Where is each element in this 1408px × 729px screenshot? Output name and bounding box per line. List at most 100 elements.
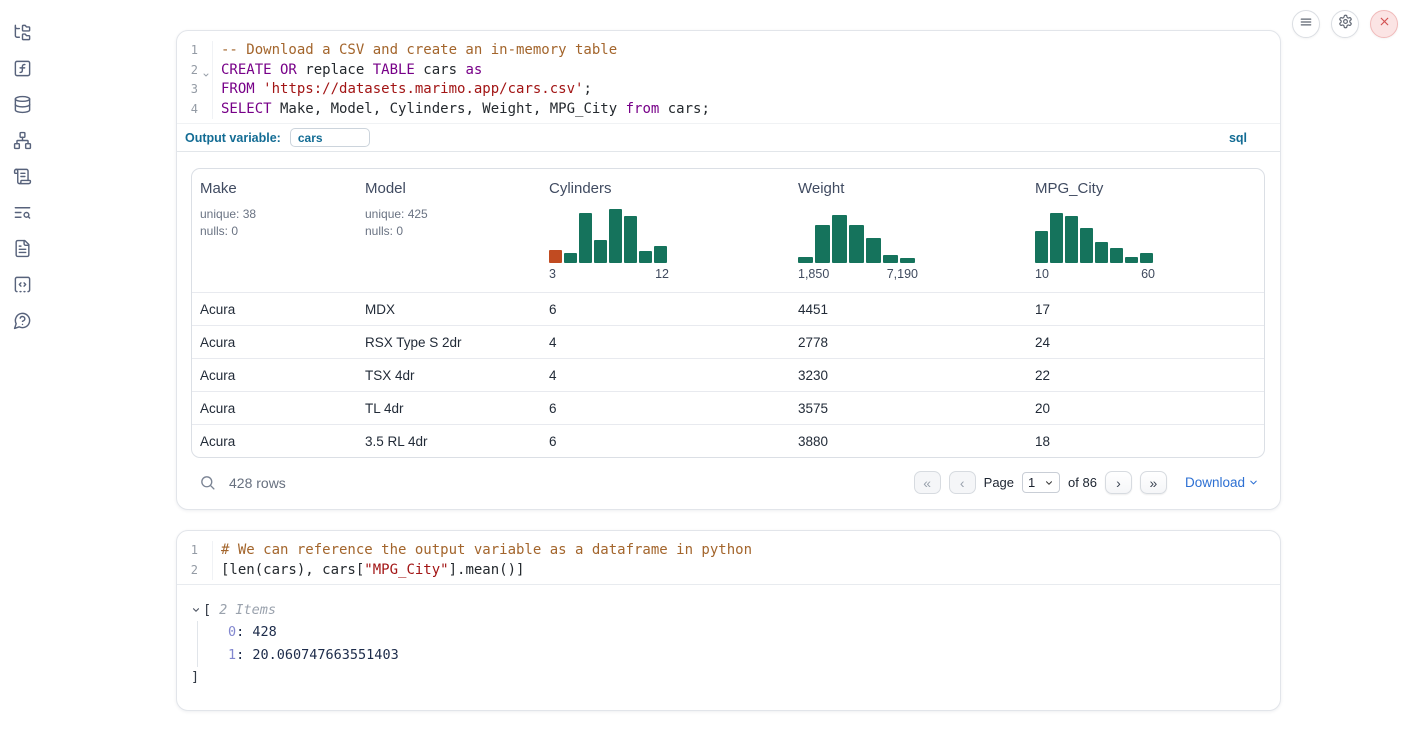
histogram-bar	[1035, 231, 1048, 264]
hamburger-icon	[1299, 15, 1313, 34]
tree-entry: 0: 428	[228, 621, 1280, 644]
output-variable-input[interactable]	[289, 128, 370, 148]
table-row: Acura MDX 6 4451 17	[192, 292, 1264, 325]
histogram-bar	[1050, 213, 1063, 264]
column-name: MPG_City	[1035, 180, 1104, 198]
table-cell: TSX 4dr	[365, 367, 415, 383]
table-cell: 4451	[798, 301, 829, 317]
axis-min-label: 3	[549, 267, 556, 282]
table-cell: 3880	[798, 433, 829, 449]
output-variable-label: Output variable:	[185, 130, 281, 145]
histogram-axis-labels: 3 12	[549, 267, 669, 281]
shutdown-button[interactable]	[1370, 10, 1398, 38]
code-text: # We can reference the output variable a…	[213, 541, 752, 561]
code-token: TABLE	[372, 61, 415, 78]
sql-code-editor[interactable]: 1 -- Download a CSV and create an in-memo…	[177, 31, 1280, 123]
histogram-bar	[832, 215, 847, 264]
histogram-bar	[1140, 253, 1153, 264]
prev-page-button[interactable]: ‹	[948, 471, 976, 495]
column-header[interactable]: MPG_City 10 60	[1027, 169, 1264, 292]
table-row: Acura RSX Type S 2dr 4 2778 24	[192, 325, 1264, 358]
sql-output-section: Make unique: 38 nulls: 0 Model unique: 425 nu…	[177, 152, 1280, 507]
last-page-button[interactable]: »	[1139, 471, 1167, 495]
column-stat-line: nulls: 0	[200, 223, 239, 238]
code-token: ;	[583, 81, 592, 98]
help-icon[interactable]	[12, 310, 32, 330]
code-line[interactable]: 4 SELECT Make, Model, Cylinders, Weight, …	[177, 99, 1280, 120]
tree-entry-value: : 428	[236, 624, 277, 641]
code-token: # We can reference the output variable a…	[221, 542, 753, 558]
code-line[interactable]: 2 CREATE OR replace TABLE cars as	[177, 60, 1280, 81]
column-histogram: 1,850 7,190	[798, 207, 1019, 281]
histogram-bars	[1035, 207, 1258, 264]
column-stats: unique: 38 nulls: 0	[200, 206, 349, 239]
histogram-axis-labels: 10 60	[1035, 267, 1155, 281]
column-stat-line: nulls: 0	[365, 223, 404, 238]
code-line[interactable]: 3 FROM 'https://datasets.marimo.app/cars.…	[177, 80, 1280, 100]
table-cell: 3230	[798, 367, 829, 383]
code-token: ].mean()]	[448, 561, 525, 578]
code-line[interactable]: 2 [len(cars), cars["MPG_City"].mean()]	[177, 560, 1280, 581]
snippets-icon[interactable]	[12, 274, 32, 294]
menu-button[interactable]	[1292, 10, 1320, 38]
histogram-bar	[900, 258, 915, 264]
table-cell: 3575	[798, 400, 829, 416]
chevron-down-icon	[1248, 477, 1259, 488]
next-page-button[interactable]: ›	[1104, 471, 1132, 495]
code-text: [len(cars), cars["MPG_City"].mean()]	[213, 561, 524, 581]
histogram-bar	[549, 250, 562, 264]
histogram-bar	[624, 216, 637, 264]
python-code-editor[interactable]: 1 # We can reference the output variable …	[177, 531, 1280, 584]
table-row: Acura 3.5 RL 4dr 6 3880 18	[192, 424, 1264, 457]
column-stats: unique: 425 nulls: 0	[365, 206, 533, 239]
table-cell: 6	[549, 400, 557, 416]
download-button[interactable]: Download	[1185, 475, 1259, 490]
code-line[interactable]: 1 -- Download a CSV and create an in-memo…	[177, 41, 1280, 61]
column-header[interactable]: Weight 1,850 7,190	[790, 169, 1027, 292]
search-icon[interactable]	[199, 474, 216, 491]
close-icon	[1378, 15, 1391, 33]
code-line[interactable]: 1 # We can reference the output variable …	[177, 541, 1280, 561]
output-variable-row: Output variable: sql	[177, 123, 1280, 153]
table-cell: 22	[1035, 367, 1051, 383]
column-header[interactable]: Make unique: 38 nulls: 0	[192, 169, 357, 292]
column-header[interactable]: Cylinders 3 12	[541, 169, 790, 292]
first-page-button[interactable]: «	[913, 471, 941, 495]
line-number: 2	[177, 60, 213, 81]
scroll-text-icon[interactable]	[12, 166, 32, 186]
table-cell: 3.5 RL 4dr	[365, 433, 428, 449]
language-badge: sql	[1228, 130, 1247, 145]
histogram-bar	[579, 213, 592, 264]
fold-chevron-icon[interactable]	[202, 66, 210, 86]
histogram-bars	[549, 207, 782, 264]
tree-entry-key: 1	[228, 647, 237, 664]
code-token: cars	[414, 61, 466, 78]
code-token: "MPG_City"	[364, 561, 449, 578]
database-icon[interactable]	[12, 94, 32, 114]
histogram-bar	[883, 255, 898, 264]
document-icon[interactable]	[12, 238, 32, 258]
table-cell: 4	[549, 334, 557, 350]
histogram-bar	[654, 246, 667, 264]
logs-search-icon[interactable]	[12, 202, 32, 222]
function-square-icon[interactable]	[12, 58, 32, 78]
table-cell: Acura	[200, 400, 236, 416]
dependency-graph-icon[interactable]	[12, 130, 32, 150]
page-select-value: 1	[1028, 475, 1036, 491]
column-stat-line: unique: 38	[200, 207, 257, 222]
tree-entry: 1: 20.060747663551403	[228, 644, 1280, 667]
table-cell: Acura	[200, 433, 236, 449]
axis-min-label: 10	[1035, 267, 1049, 282]
column-header[interactable]: Model unique: 425 nulls: 0	[357, 169, 541, 292]
page-select[interactable]: 1	[1022, 472, 1061, 494]
tree-collapse-icon[interactable]	[191, 605, 201, 615]
histogram-bar	[564, 253, 577, 264]
table-cell: Acura	[200, 334, 236, 350]
column-name: Model	[365, 180, 406, 198]
line-number: 3	[177, 80, 213, 100]
file-tree-icon[interactable]	[12, 22, 32, 42]
settings-button[interactable]	[1331, 10, 1359, 38]
code-token: replace	[296, 61, 373, 78]
next-page-icon: ›	[1116, 474, 1121, 491]
code-text: SELECT Make, Model, Cylinders, Weight, M…	[213, 100, 710, 120]
